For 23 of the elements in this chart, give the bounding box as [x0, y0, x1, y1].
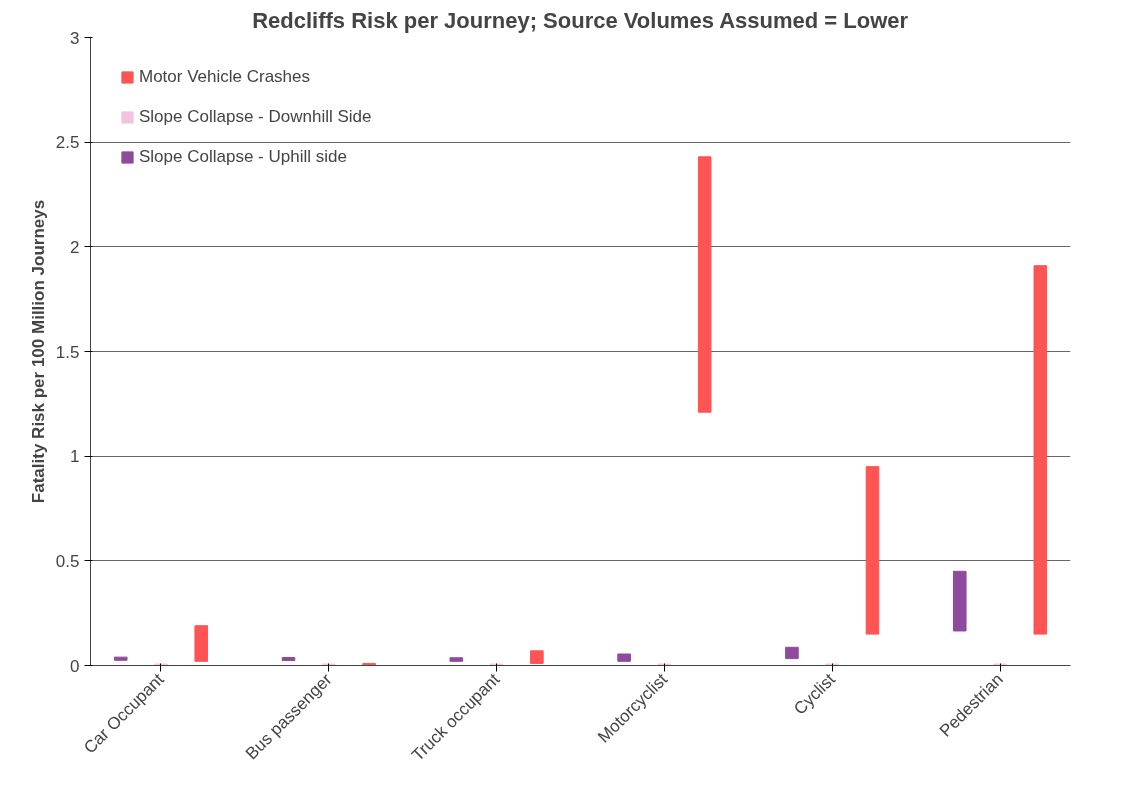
y-tick-label: 2.5: [55, 133, 80, 153]
legend-label: Slope Collapse - Downhill Side: [139, 107, 372, 127]
legend-label: Slope Collapse - Uphill side: [139, 147, 347, 167]
bar: [697, 156, 712, 413]
bar: [617, 653, 631, 662]
bar: [449, 657, 464, 662]
bar: [194, 625, 209, 662]
bar: [865, 466, 880, 635]
y-tick-label: 0.5: [55, 551, 80, 571]
y-tick-label: 3: [70, 28, 80, 48]
y-tick-label: 1.5: [55, 342, 80, 362]
bar: [952, 570, 967, 632]
bar: [113, 656, 128, 661]
legend-label: Motor Vehicle Crashes: [139, 67, 311, 87]
y-tick-label: 1: [70, 447, 80, 467]
bar: [281, 657, 296, 661]
y-axis-title: Fatality Risk per 100 Million Journeys: [28, 199, 48, 504]
chart-title: Redcliffs Risk per Journey; Source Volumes Assumed = Lower: [252, 7, 909, 33]
bar: [530, 650, 544, 664]
bar: [1033, 265, 1048, 635]
y-tick-label: 0: [70, 656, 80, 676]
y-tick-label: 2: [70, 237, 80, 257]
bar: [785, 646, 799, 660]
